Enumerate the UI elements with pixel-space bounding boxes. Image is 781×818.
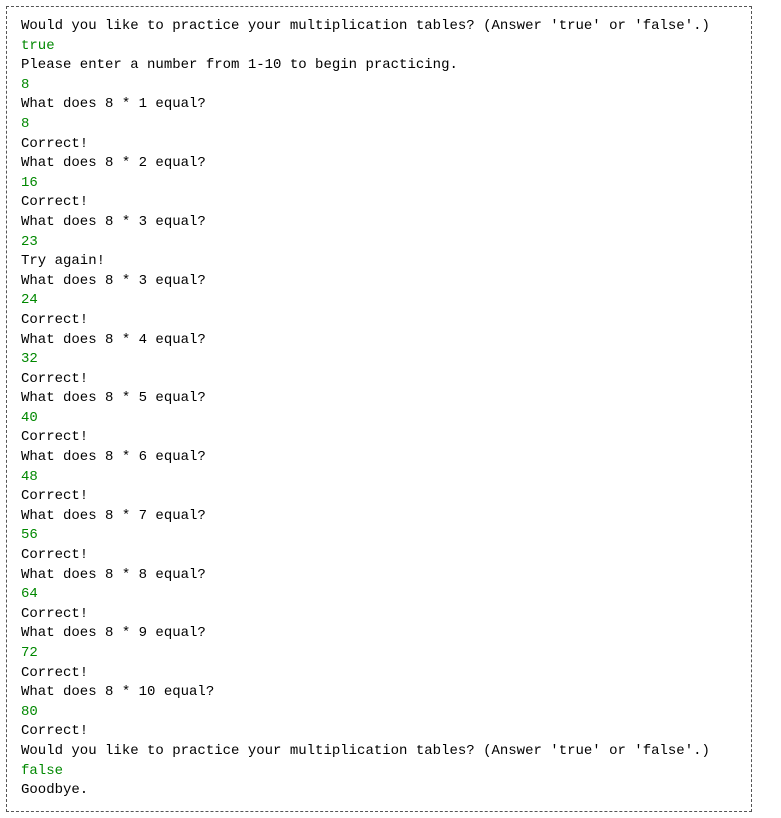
terminal-output-line: Correct! — [21, 546, 737, 566]
terminal-output-line: Correct! — [21, 605, 737, 625]
terminal-input-line: false — [21, 762, 737, 782]
terminal-input-line: 8 — [21, 76, 737, 96]
terminal-input-line: 40 — [21, 409, 737, 429]
terminal-input-line: 72 — [21, 644, 737, 664]
terminal-output-line: What does 8 * 10 equal? — [21, 683, 737, 703]
terminal-output-line: Try again! — [21, 252, 737, 272]
terminal-output-line: What does 8 * 2 equal? — [21, 154, 737, 174]
terminal-input-line: 16 — [21, 174, 737, 194]
terminal-output-line: What does 8 * 7 equal? — [21, 507, 737, 527]
terminal-output-line: What does 8 * 5 equal? — [21, 389, 737, 409]
terminal-output-line: Correct! — [21, 722, 737, 742]
terminal-output-line: What does 8 * 3 equal? — [21, 213, 737, 233]
terminal-output-line: Correct! — [21, 487, 737, 507]
terminal-input-line: 8 — [21, 115, 737, 135]
terminal-output-line: What does 8 * 9 equal? — [21, 624, 737, 644]
terminal-output-line: Correct! — [21, 193, 737, 213]
terminal-input-line: true — [21, 37, 737, 57]
terminal-input-line: 24 — [21, 291, 737, 311]
terminal-input-line: 56 — [21, 526, 737, 546]
terminal-output-line: Correct! — [21, 370, 737, 390]
terminal-input-line: 48 — [21, 468, 737, 488]
terminal-output-line: What does 8 * 8 equal? — [21, 566, 737, 586]
terminal-output-line: What does 8 * 3 equal? — [21, 272, 737, 292]
terminal-output-line: What does 8 * 6 equal? — [21, 448, 737, 468]
terminal-output-line: Would you like to practice your multipli… — [21, 742, 737, 762]
terminal-output-line: Would you like to practice your multipli… — [21, 17, 737, 37]
terminal-output-line: Correct! — [21, 311, 737, 331]
terminal-output-line: What does 8 * 1 equal? — [21, 95, 737, 115]
terminal-output-line: Please enter a number from 1-10 to begin… — [21, 56, 737, 76]
terminal-output-line: Correct! — [21, 428, 737, 448]
terminal-output-box: Would you like to practice your multipli… — [6, 6, 752, 812]
terminal-input-line: 23 — [21, 233, 737, 253]
terminal-output-line: Correct! — [21, 135, 737, 155]
terminal-output-line: What does 8 * 4 equal? — [21, 331, 737, 351]
terminal-input-line: 64 — [21, 585, 737, 605]
terminal-output-line: Goodbye. — [21, 781, 737, 801]
terminal-input-line: 32 — [21, 350, 737, 370]
terminal-output-line: Correct! — [21, 664, 737, 684]
terminal-input-line: 80 — [21, 703, 737, 723]
